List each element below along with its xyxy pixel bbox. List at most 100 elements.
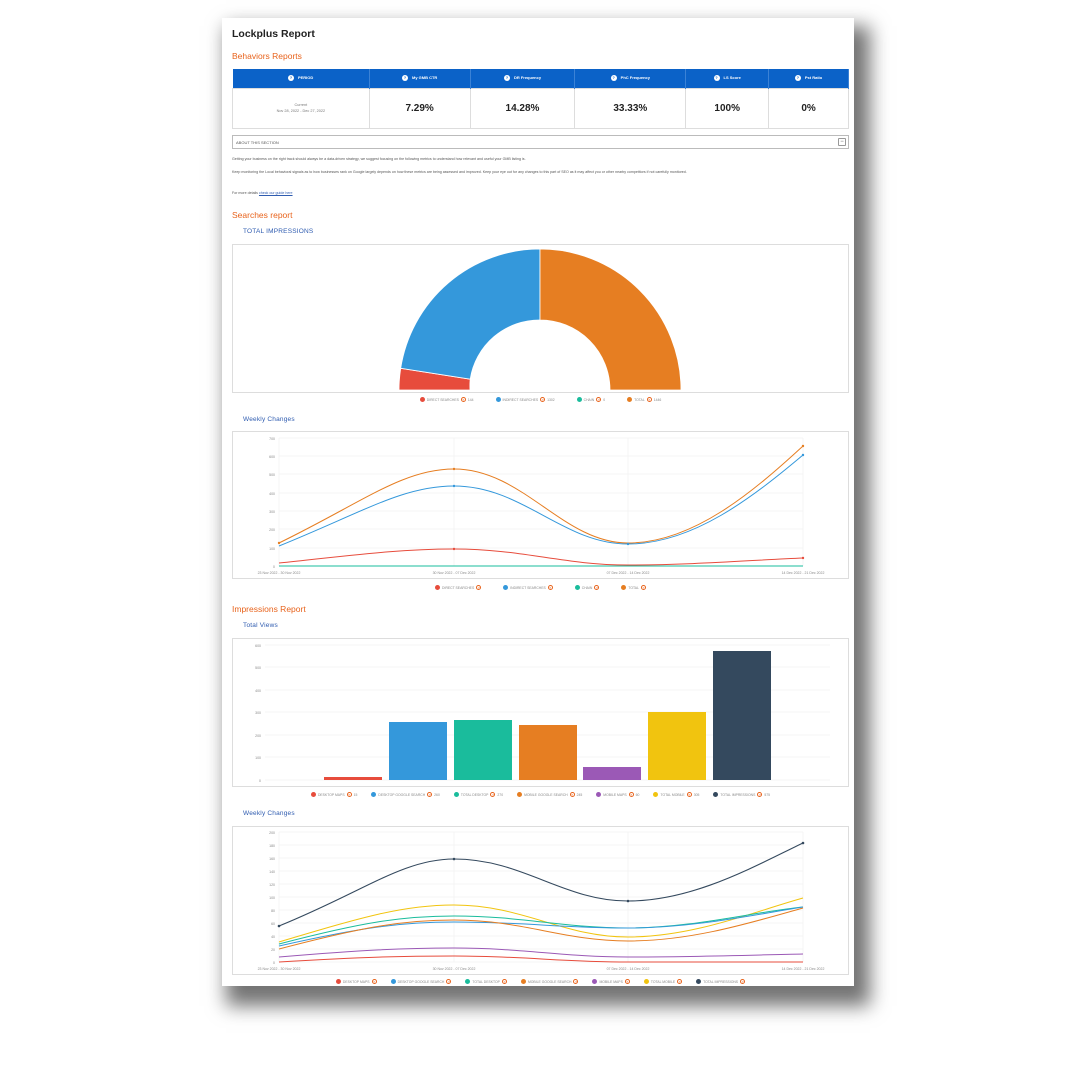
pst-ratio-value: 0% (768, 87, 849, 129)
searches-weekly-legend: DIRECT SEARCHES? INDIRECT SEARCHES? CHAI… (232, 585, 849, 590)
col-period: ? PERIOD (232, 69, 370, 88)
total-impressions-title: TOTAL IMPRESSIONS (243, 228, 314, 235)
views-bar-chart: 600 500 400 300 200 100 0 (255, 644, 830, 783)
help-icon[interactable]: ? (503, 75, 510, 82)
legend-total-mobile[interactable]: TOTAL MOBILE? (643, 979, 683, 984)
svg-text:300: 300 (269, 510, 275, 514)
svg-text:07 Dec 2022 - 14 Dec 2022: 07 Dec 2022 - 14 Dec 2022 (607, 967, 650, 971)
svg-text:23 Nov 2022 - 30 Nov 2022: 23 Nov 2022 - 30 Nov 2022 (258, 571, 301, 575)
svg-text:80: 80 (271, 909, 275, 913)
col-ls-score: ? LS Score (685, 69, 770, 88)
svg-text:30 Nov 2022 - 07 Dec 2022: 30 Nov 2022 - 07 Dec 2022 (433, 571, 476, 575)
legend-indirect-searches[interactable]: INDIRECT SEARCHES? (503, 585, 553, 590)
legend-mobile-maps[interactable]: MOBILE MAPS? (592, 979, 630, 984)
svg-text:700: 700 (269, 437, 275, 441)
help-icon: ? (540, 397, 546, 402)
svg-text:180: 180 (269, 844, 275, 848)
help-icon[interactable]: ? (713, 75, 720, 82)
legend-desktop-maps[interactable]: DESKTOP MAPS? 15 (310, 792, 357, 797)
help-icon[interactable]: ? (610, 75, 617, 82)
svg-text:400: 400 (269, 492, 275, 496)
legend-total-desktop[interactable]: TOTAL DESKTOP? (465, 979, 507, 984)
behaviors-section-title: Behaviors Reports (232, 51, 302, 61)
svg-text:20: 20 (271, 948, 275, 952)
about-paragraph-1: Getting your business on the right track… (232, 157, 526, 161)
report-page: Lockplus Report Behaviors Reports ? PERIO… (222, 18, 854, 986)
svg-text:120: 120 (269, 883, 275, 887)
svg-text:30 Nov 2022 - 07 Dec 2022: 30 Nov 2022 - 07 Dec 2022 (433, 967, 476, 971)
legend-mobile-google-search[interactable]: MOBILE GOOGLE SEARCH? (520, 979, 579, 984)
svg-text:40: 40 (271, 935, 275, 939)
legend-indirect-searches[interactable]: INDIRECT SEARCHES? 1302 (495, 397, 555, 402)
svg-text:400: 400 (255, 689, 261, 693)
impressions-section-title: Impressions Report (232, 604, 306, 614)
legend-total-mobile[interactable]: TOTAL MOBILE? 305 (653, 792, 699, 797)
collapse-icon[interactable]: − (838, 138, 846, 146)
legend-direct-searches[interactable]: DIRECT SEARCHES? (435, 585, 482, 590)
svg-text:300: 300 (255, 711, 261, 715)
help-icon: ? (646, 397, 652, 402)
svg-text:07 Dec 2022 - 14 Dec 2022: 07 Dec 2022 - 14 Dec 2022 (607, 571, 650, 575)
legend-desktop-google-search[interactable]: DESKTOP GOOGLE SEARCH? (390, 979, 452, 984)
svg-text:140: 140 (269, 870, 275, 874)
phc-frequency-value: 33.33% (574, 87, 687, 129)
legend-direct-searches[interactable]: DIRECT SEARCHES? 144 (419, 397, 474, 402)
behaviors-table: ? PERIOD ? My GMB CTR ? DR Frequency ? PhC F… (232, 69, 849, 129)
svg-text:100: 100 (255, 756, 261, 760)
svg-text:0: 0 (259, 779, 261, 783)
col-pst-ratio: ? Pst Ratio (768, 69, 849, 88)
help-icon: ? (460, 397, 466, 402)
searches-weekly-chart: 700 600 500 400 300 200 100 0 23 Nov 2022 - 30… (232, 431, 849, 579)
period-cell: Current Nov 28, 2022 - Dec 27, 2022 (232, 87, 370, 129)
svg-text:160: 160 (269, 857, 275, 861)
svg-text:14 Dec 2022 - 21 Dec 2022: 14 Dec 2022 - 21 Dec 2022 (782, 967, 825, 971)
legend-desktop-google-search[interactable]: DESKTOP GOOGLE SEARCH? 260 (371, 792, 440, 797)
report-title: Lockplus Report (232, 28, 315, 40)
about-paragraph-3: For more details check our guide here (232, 191, 293, 195)
svg-text:100: 100 (269, 896, 275, 900)
half-donut-chart (398, 248, 682, 391)
col-dr-frequency: ? DR Frequency (470, 69, 576, 88)
guide-link[interactable]: check our guide here (258, 191, 293, 195)
views-weekly-title: Weekly Changes (243, 810, 295, 817)
views-bar-legend: DESKTOP MAPS? 15 DESKTOP GOOGLE SEARCH? 26… (232, 792, 849, 797)
svg-text:0: 0 (273, 961, 275, 965)
legend-desktop-maps[interactable]: DESKTOP MAPS? (335, 979, 377, 984)
gmb-ctr-value: 7.29% (368, 87, 471, 129)
svg-text:200: 200 (269, 831, 275, 835)
svg-text:0: 0 (273, 565, 275, 569)
legend-total-desktop[interactable]: TOTAL DESKTOP? 270 (453, 792, 503, 797)
searches-line-chart: 700 600 500 400 300 200 100 0 23 Nov 2022 - 30… (258, 437, 825, 575)
legend-total-impressions[interactable]: TOTAL IMPRESSIONS? 575 (713, 792, 770, 797)
legend-mobile-google-search[interactable]: MOBILE GOOGLE SEARCH? 245 (517, 792, 582, 797)
total-views-title: Total Views (243, 622, 278, 629)
searches-section-title: Searches report (232, 210, 293, 220)
help-icon[interactable]: ? (287, 75, 294, 82)
svg-text:600: 600 (255, 644, 261, 648)
svg-text:14 Dec 2022 - 21 Dec 2022: 14 Dec 2022 - 21 Dec 2022 (782, 571, 825, 575)
legend-chain[interactable]: CHAIN? 0 (576, 397, 605, 402)
dr-frequency-value: 14.28% (469, 87, 576, 129)
views-weekly-chart: 200 180 160 140 120 100 80 60 40 20 0 23 Nov 202… (232, 826, 849, 975)
legend-total-impressions[interactable]: TOTAL IMPRESSIONS? (696, 979, 746, 984)
help-icon[interactable]: ? (401, 75, 408, 82)
svg-text:500: 500 (255, 666, 261, 670)
help-icon: ? (596, 397, 602, 402)
behaviors-header-row: ? PERIOD ? My GMB CTR ? DR Frequency ? PhC F… (232, 69, 849, 88)
donut-legend: DIRECT SEARCHES? 144 INDIRECT SEARCHES? 13… (232, 397, 849, 402)
legend-total[interactable]: TOTAL? 1446 (627, 397, 661, 402)
svg-text:60: 60 (271, 922, 275, 926)
ls-score-value: 100% (685, 87, 770, 129)
legend-chain[interactable]: CHAIN? (574, 585, 600, 590)
svg-text:200: 200 (255, 734, 261, 738)
legend-mobile-maps[interactable]: MOBILE MAPS? 60 (596, 792, 639, 797)
col-gmb-ctr: ? My GMB CTR (369, 69, 471, 88)
legend-total[interactable]: TOTAL? (621, 585, 646, 590)
about-section-toggle[interactable]: ABOUT THIS SECTION − (232, 135, 849, 149)
col-phc-frequency: ? PhC Frequency (574, 69, 687, 88)
svg-text:600: 600 (269, 455, 275, 459)
total-views-chart: 600 500 400 300 200 100 0 (232, 638, 849, 787)
help-icon[interactable]: ? (794, 75, 801, 82)
svg-text:500: 500 (269, 473, 275, 477)
